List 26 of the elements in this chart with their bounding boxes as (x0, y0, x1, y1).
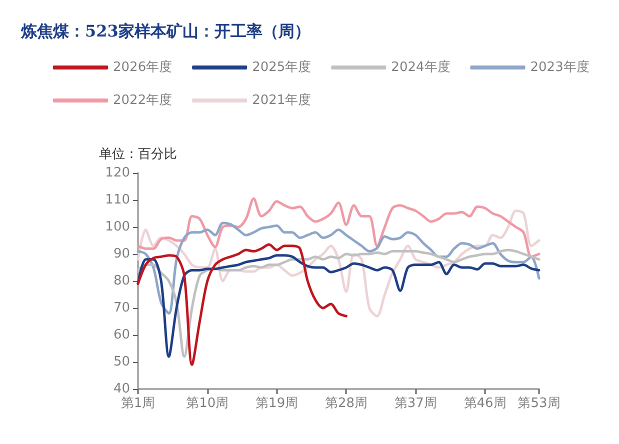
x-tick-label: 第1周 (120, 396, 156, 411)
line-series (136, 197, 540, 258)
y-tick-label: 70 (113, 300, 130, 316)
x-tick-label: 第19周 (256, 396, 298, 411)
y-tick-label: 90 (113, 246, 130, 262)
x-tick-label: 第28周 (324, 396, 368, 411)
y-tick-label: 120 (105, 166, 130, 180)
x-tick-label: 第37周 (394, 396, 437, 411)
legend-label: 2026年度 (113, 59, 172, 75)
y-tick-label: 80 (113, 274, 130, 288)
x-tick-label: 第46周 (464, 396, 506, 411)
y-tick-label: 100 (105, 220, 130, 234)
y-tick-label: 60 (113, 328, 130, 342)
chart-title: 炼焦煤：523家样本矿山：开工率（周） (20, 22, 310, 40)
legend-label: 2023年度 (530, 59, 590, 75)
legend-label: 2021年度 (252, 92, 312, 108)
x-tick-label: 第10周 (186, 396, 229, 411)
x-tick-label: 第53周 (518, 396, 560, 411)
y-tick-label: 40 (113, 382, 130, 396)
legend-label: 2022年度 (113, 92, 172, 108)
legend-label: 2025年度 (252, 59, 312, 75)
line-series (136, 243, 348, 366)
y-axis-title: 单位：百分比 (99, 147, 177, 162)
y-tick-label: 110 (105, 192, 130, 208)
y-tick-label: 50 (113, 354, 130, 370)
legend-label: 2024年度 (391, 59, 450, 75)
